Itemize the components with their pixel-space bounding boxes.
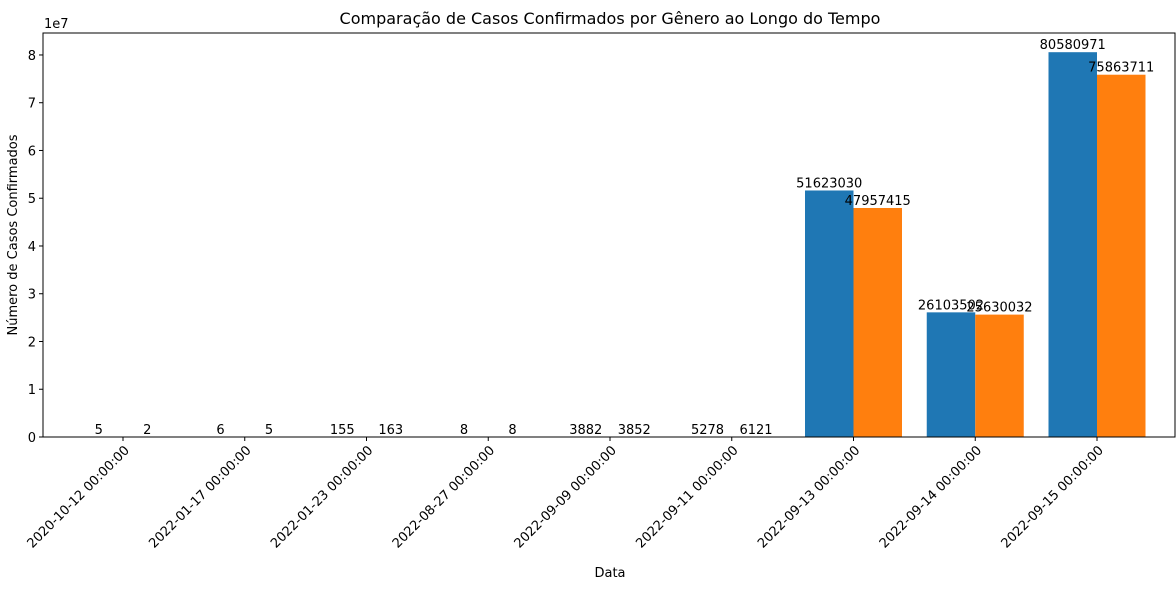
y-tick-label: 4 [28, 240, 36, 255]
bar-series-1-7 [805, 190, 854, 437]
data-label-series-1-7: 51623030 [796, 176, 862, 191]
x-tick-label: 2022-09-15 00:00:00 [999, 443, 1107, 551]
bar-series-1-8 [926, 312, 976, 437]
data-label-series-2-9: 75863711 [1088, 61, 1154, 76]
data-label-series-1-8: 26103502 [918, 298, 984, 313]
x-tick-label: 2022-01-23 00:00:00 [268, 443, 376, 551]
data-label-series-1-9: 80580971 [1040, 38, 1106, 53]
x-tick-label: 2022-09-14 00:00:00 [877, 443, 985, 551]
x-tick-label: 2022-08-27 00:00:00 [390, 443, 498, 551]
y-tick-label: 3 [28, 288, 36, 303]
plot-frame [42, 32, 1176, 438]
y-tick-label: 5 [28, 192, 36, 207]
x-tick-label: 2022-09-13 00:00:00 [755, 443, 863, 551]
x-axis-label: Data [594, 566, 625, 581]
y-tick-label: 0 [28, 431, 36, 446]
data-label-series-2-1: 2 [143, 423, 151, 438]
bar-series-2-7 [853, 207, 902, 437]
bar-series-2-9 [1097, 74, 1146, 437]
data-label-series-2-6: 6121 [739, 423, 772, 438]
x-tick-label: 2022-01-17 00:00:00 [146, 443, 254, 551]
data-label-series-1-4: 8 [460, 423, 468, 438]
data-label-series-2-4: 8 [508, 423, 516, 438]
y-tick-label: 2 [28, 335, 36, 350]
y-offset-label: 1e7 [44, 17, 69, 32]
data-label-series-2-8: 25630032 [966, 301, 1032, 316]
data-label-series-1-6: 5278 [691, 423, 724, 438]
chart-title: Comparação de Casos Confirmados por Gêne… [340, 9, 881, 28]
data-label-series-1-1: 5 [95, 423, 103, 438]
y-tick-label: 6 [28, 144, 36, 159]
y-axis-label: Número de Casos Confirmados [6, 134, 21, 335]
bar-series-2-8 [975, 314, 1024, 437]
data-label-series-2-7: 47957415 [845, 194, 911, 209]
bar-series-1-9 [1048, 52, 1097, 437]
data-label-series-2-2: 5 [265, 423, 273, 438]
x-tick-label: 2020-10-12 00:00:00 [25, 443, 133, 551]
data-label-series-1-2: 6 [216, 423, 224, 438]
data-label-series-1-3: 155 [330, 423, 355, 438]
y-tick-label: 8 [28, 49, 36, 64]
y-tick-label: 7 [28, 97, 36, 112]
y-tick-label: 1 [28, 383, 36, 398]
data-label-series-2-5: 3852 [618, 423, 651, 438]
data-label-series-2-3: 163 [378, 423, 403, 438]
x-tick-label: 2022-09-09 00:00:00 [512, 443, 620, 551]
data-label-series-1-5: 3882 [569, 423, 602, 438]
x-tick-label: 2022-09-11 00:00:00 [633, 443, 741, 551]
